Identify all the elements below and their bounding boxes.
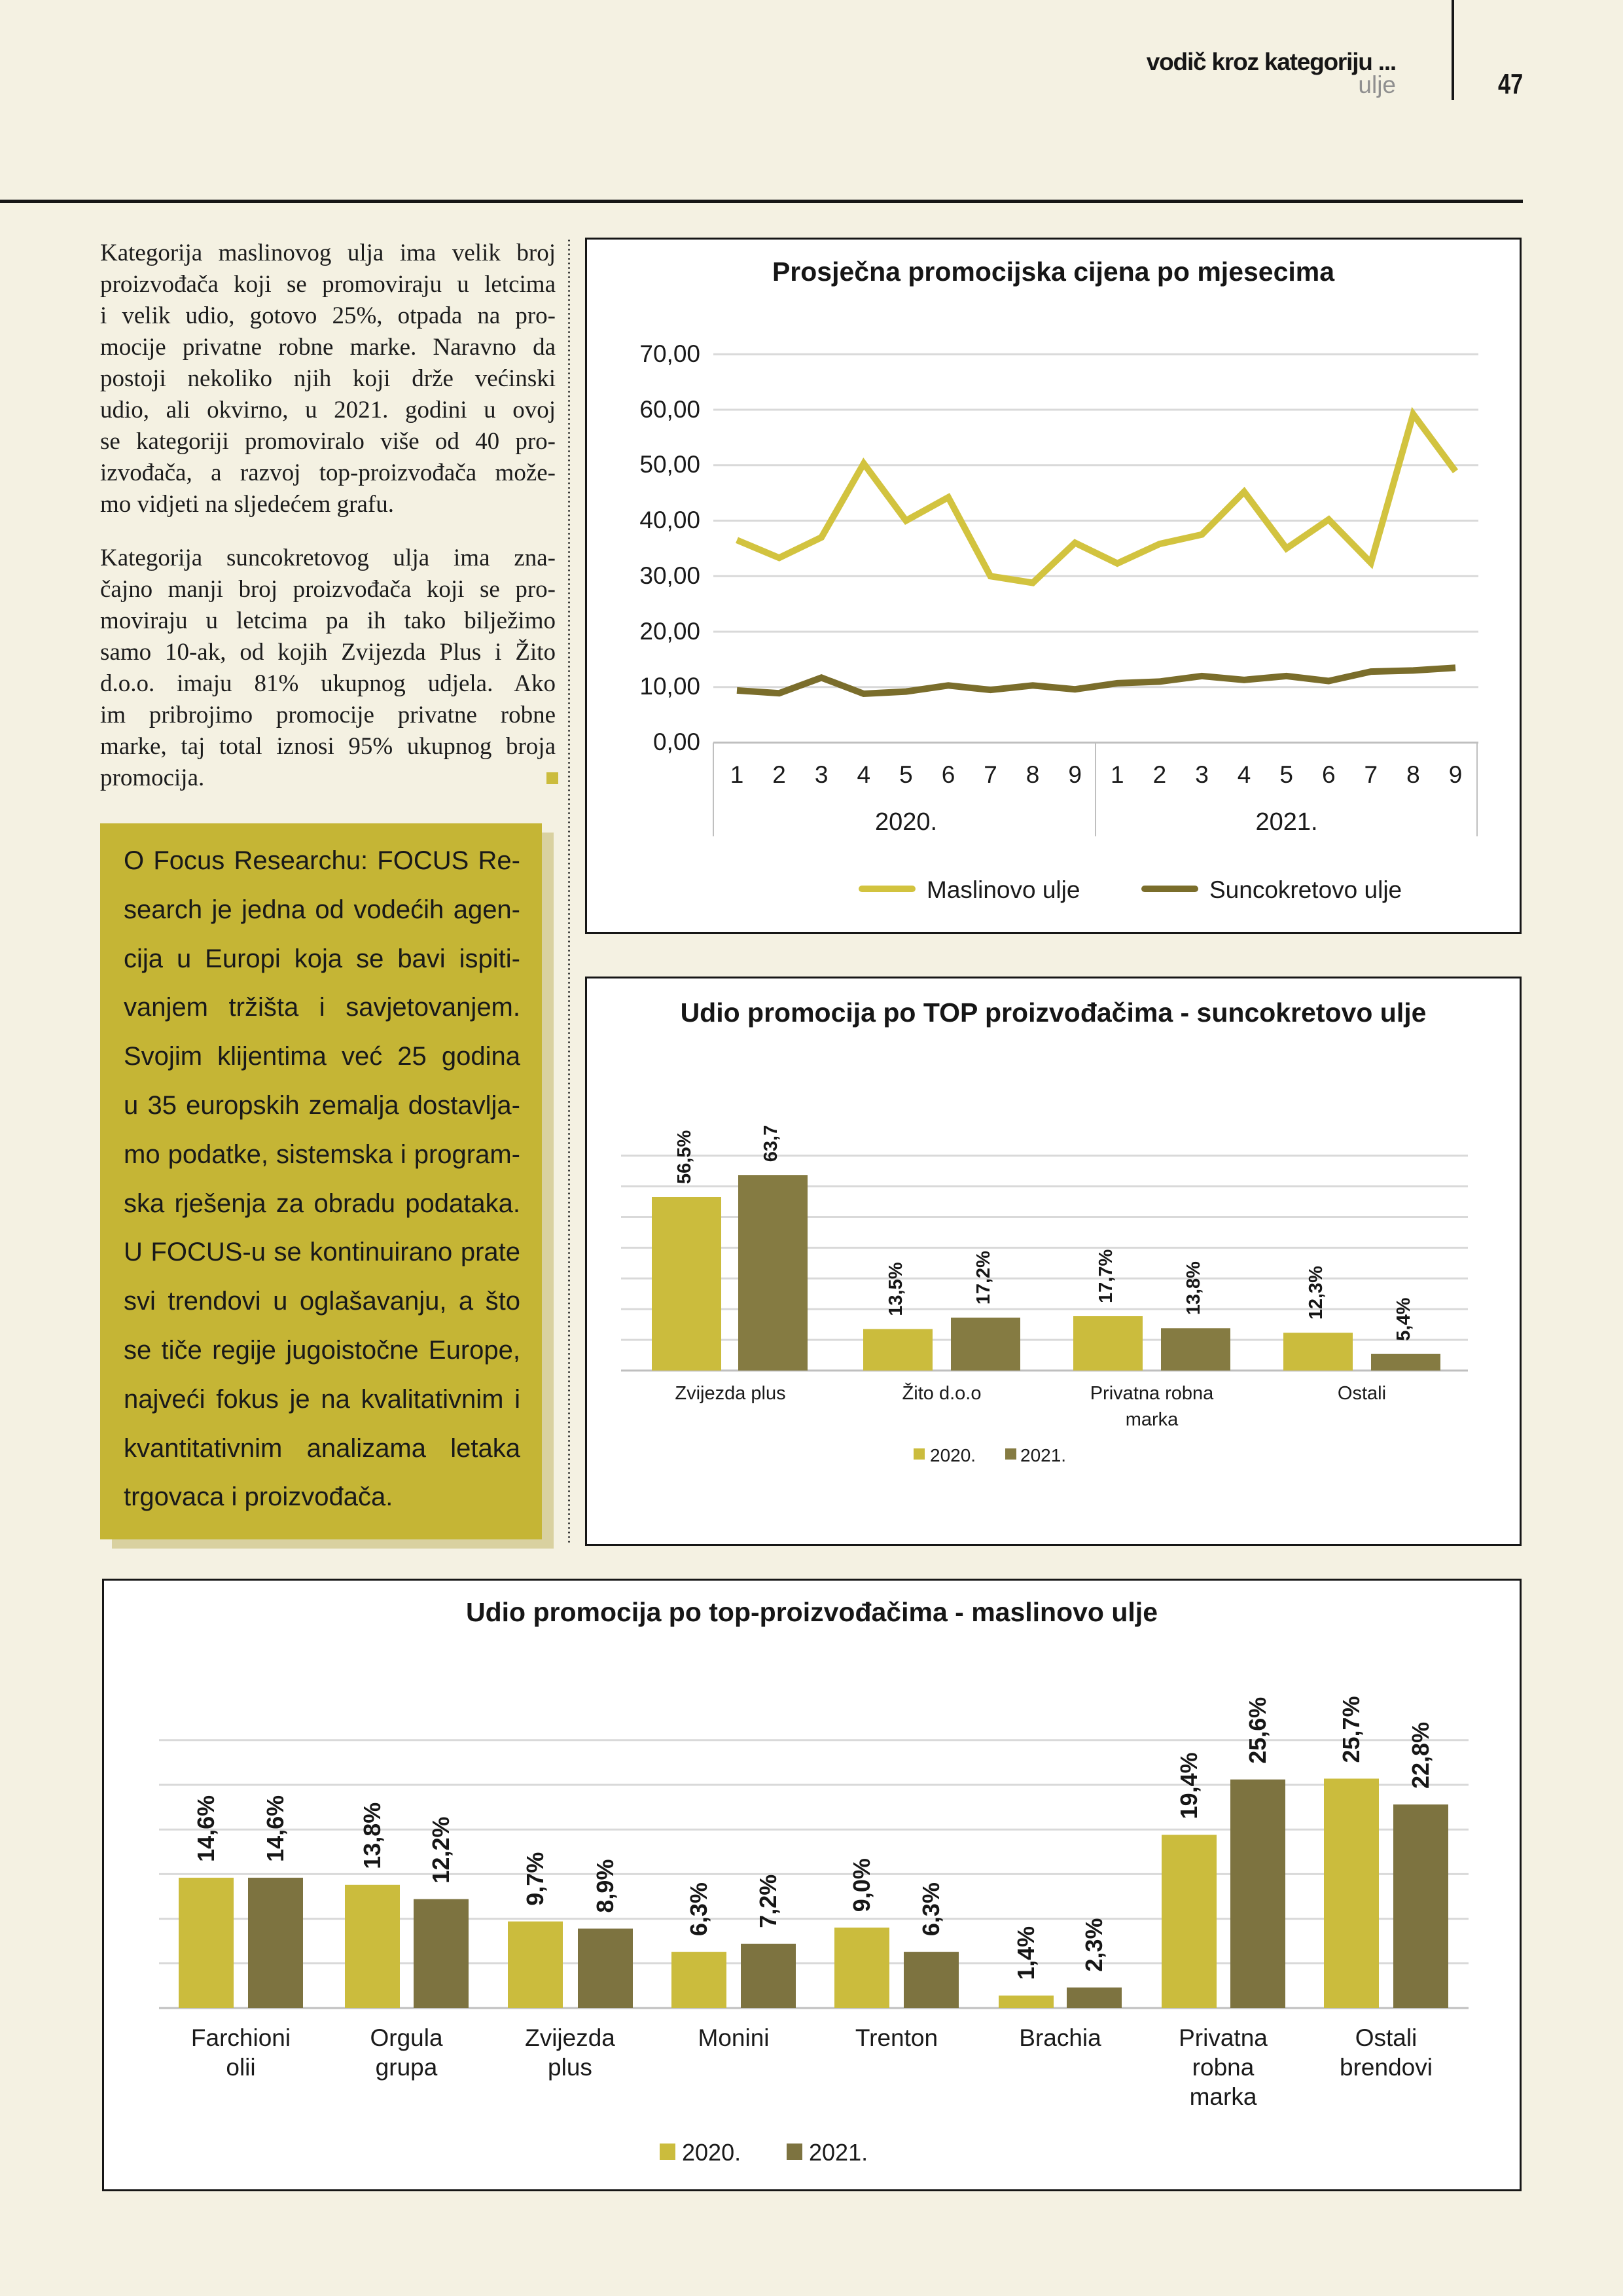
svg-text:22,8%: 22,8% (1407, 1722, 1434, 1789)
svg-text:13,8%: 13,8% (1183, 1261, 1204, 1315)
svg-text:1,4%: 1,4% (1012, 1926, 1039, 1980)
svg-text:2,3%: 2,3% (1080, 1918, 1107, 1972)
svg-text:12,3%: 12,3% (1306, 1266, 1327, 1319)
svg-text:25,6%: 25,6% (1244, 1697, 1271, 1764)
svg-text:25,7%: 25,7% (1338, 1696, 1364, 1763)
svg-text:9,0%: 9,0% (848, 1858, 875, 1912)
svg-text:9,7%: 9,7% (522, 1852, 548, 1906)
svg-text:19,4%: 19,4% (1175, 1752, 1202, 1819)
svg-text:6,3%: 6,3% (918, 1882, 944, 1936)
svg-text:7,2%: 7,2% (755, 1874, 781, 1928)
svg-text:13,5%: 13,5% (885, 1262, 906, 1316)
svg-text:12,2%: 12,2% (427, 1817, 454, 1884)
svg-text:14,6%: 14,6% (262, 1795, 289, 1862)
svg-text:17,2%: 17,2% (973, 1251, 994, 1304)
svg-text:17,7%: 17,7% (1096, 1249, 1116, 1303)
svg-text:14,6%: 14,6% (192, 1795, 219, 1862)
svg-text:5,4%: 5,4% (1393, 1297, 1414, 1340)
svg-text:8,9%: 8,9% (592, 1859, 618, 1913)
svg-text:13,8%: 13,8% (359, 1803, 385, 1869)
svg-text:6,3%: 6,3% (685, 1882, 712, 1936)
svg-text:56,5%: 56,5% (674, 1130, 695, 1184)
svg-text:63,7: 63,7 (760, 1125, 781, 1162)
